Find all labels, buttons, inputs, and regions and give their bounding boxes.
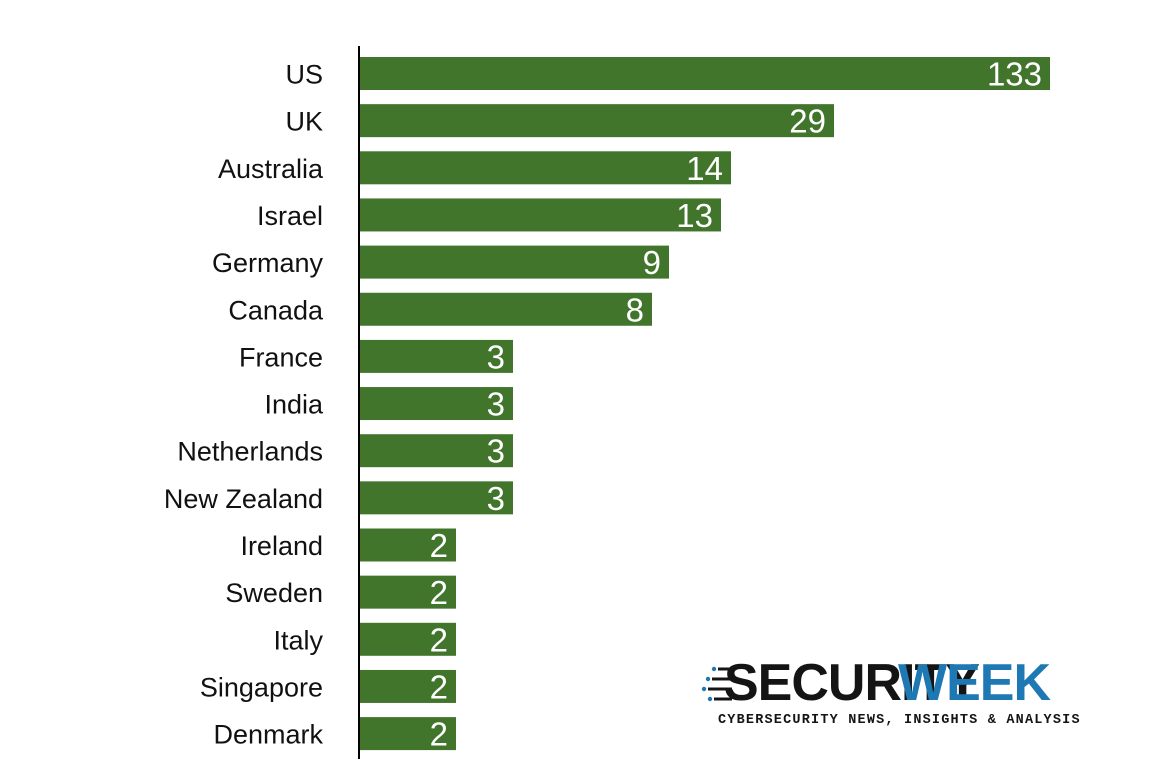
category-label: India	[264, 390, 324, 420]
bar-uk	[360, 104, 834, 138]
speed-lines-icon	[701, 666, 732, 702]
category-label: Australia	[218, 154, 324, 184]
bar-ireland	[360, 528, 456, 562]
bar-sweden	[360, 575, 456, 609]
logo-tagline: CYBERSECURITY NEWS, INSIGHTS & ANALYSIS	[718, 713, 1081, 728]
bar-us	[360, 57, 1050, 90]
bar-australia	[360, 151, 731, 185]
value-label: 2	[430, 668, 448, 705]
category-label: Italy	[273, 625, 323, 655]
value-label: 2	[430, 574, 448, 611]
value-label: 3	[487, 386, 505, 423]
category-label: Germany	[212, 248, 324, 278]
bar-india	[360, 387, 513, 421]
category-label: UK	[285, 107, 323, 137]
category-label: New Zealand	[164, 484, 323, 514]
category-label: Netherlands	[177, 437, 323, 467]
bar-netherlands	[360, 434, 513, 468]
category-label: Singapore	[200, 672, 323, 702]
value-label: 8	[626, 291, 644, 328]
bar-israel	[360, 198, 721, 232]
value-label: 2	[430, 716, 448, 753]
value-label: 9	[643, 244, 661, 281]
category-label: US	[285, 60, 323, 90]
category-label: Israel	[257, 201, 323, 231]
value-label: 2	[430, 621, 448, 658]
value-label: 3	[487, 480, 505, 517]
value-label: 3	[487, 433, 505, 470]
category-label: Denmark	[213, 720, 323, 750]
bar-canada	[360, 292, 652, 326]
value-label: 13	[676, 197, 713, 234]
value-label: 14	[686, 150, 723, 187]
bar-singapore	[360, 669, 456, 703]
value-label: 3	[487, 338, 505, 375]
logo-word-week: WEEK	[898, 654, 1051, 712]
value-label: 29	[789, 103, 826, 140]
category-label: Ireland	[240, 531, 323, 561]
logo-word-security: SECURITY	[724, 654, 980, 712]
bar-france	[360, 339, 513, 373]
category-label: Canada	[228, 295, 324, 325]
value-label: 2	[430, 527, 448, 564]
category-label: Sweden	[225, 578, 323, 608]
value-label: 133	[987, 56, 1042, 93]
bar-italy	[360, 622, 456, 656]
category-label: France	[239, 342, 323, 372]
securityweek-logo: SECURITY WEEK CYBERSECURITY NEWS, INSIGH…	[700, 654, 1080, 735]
bars-group: 133 US 29 UK 14 Australia 13 Israel 9 Germany 8 Can…	[164, 56, 1050, 753]
bar-germany	[360, 245, 669, 279]
bar-new-zealand	[360, 481, 513, 515]
bar-denmark	[360, 717, 456, 751]
